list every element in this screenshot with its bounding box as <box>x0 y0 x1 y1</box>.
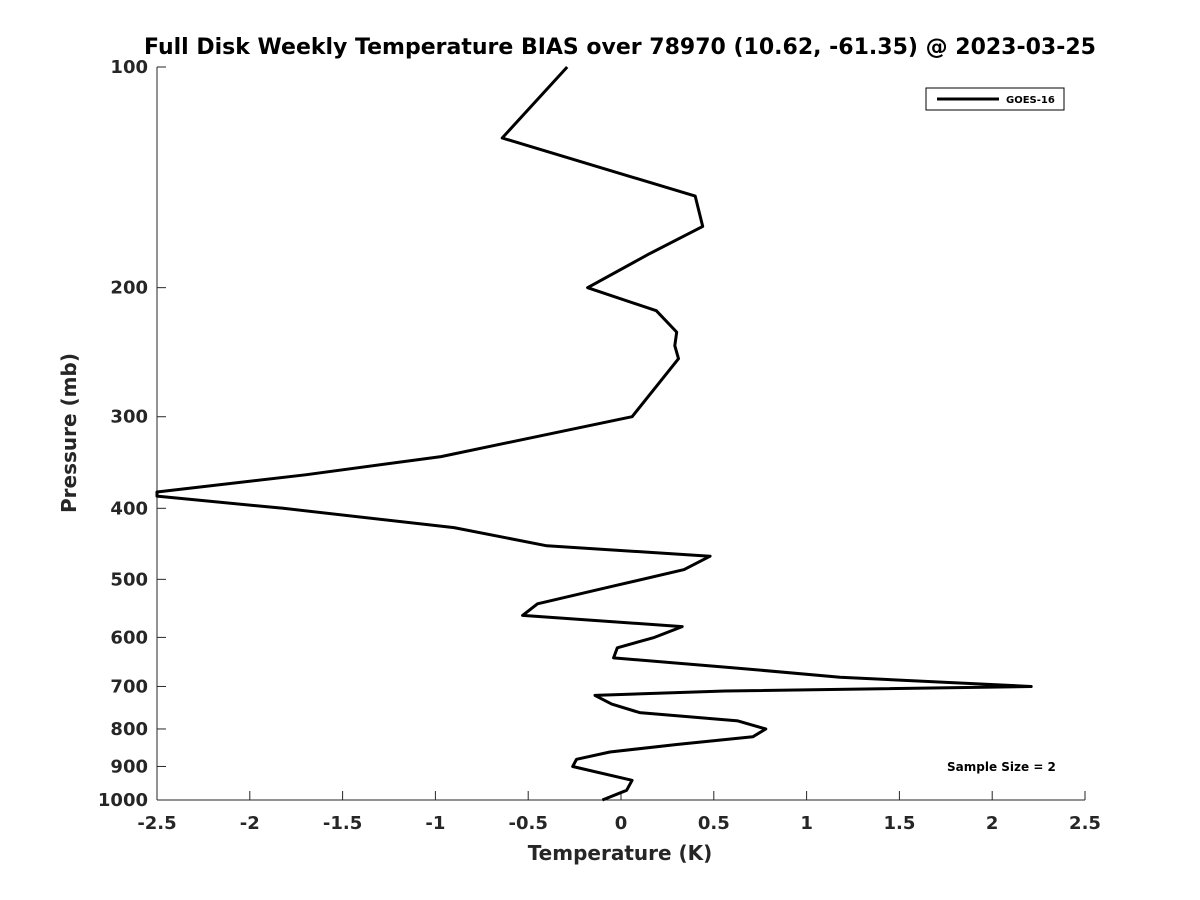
x-tick-label: 2 <box>986 813 999 834</box>
y-tick-label: 1000 <box>98 790 148 811</box>
y-tick-label: 500 <box>110 569 148 590</box>
x-tick-label: 0.5 <box>698 813 730 834</box>
y-tick-label: 600 <box>110 627 148 648</box>
x-tick-label: -1.5 <box>323 813 362 834</box>
y-tick-label: 400 <box>110 498 148 519</box>
x-tick-label: -2.5 <box>137 813 176 834</box>
y-tick-label: 700 <box>110 676 148 697</box>
x-tick-label: 1 <box>800 813 813 834</box>
axes <box>156 67 1085 801</box>
x-ticks: -2.5 -2 -1.5 -1 -0.5 0 0.5 1 1.5 2 2.5 <box>137 791 1101 834</box>
legend: GOES-16 <box>925 87 1065 111</box>
y-tick-label: 900 <box>110 756 148 777</box>
y-axis-label: Pressure (mb) <box>57 353 81 513</box>
chart-title: Full Disk Weekly Temperature BIAS over 7… <box>144 35 1096 60</box>
x-tick-label: -2 <box>240 813 260 834</box>
y-tick-label: 300 <box>110 407 148 428</box>
x-axis-label: Temperature (K) <box>528 841 713 865</box>
x-tick-label: 0 <box>615 813 628 834</box>
legend-label-goes-16: GOES-16 <box>1006 95 1055 106</box>
sample-size-annotation: Sample Size = 2 <box>947 760 1056 774</box>
x-tick-label: 2.5 <box>1069 813 1101 834</box>
y-tick-label: 200 <box>110 278 148 299</box>
x-tick-label: -1 <box>425 813 445 834</box>
y-ticks: 100 200 300 400 500 600 700 800 900 1000 <box>98 57 166 811</box>
series-line-goes-16 <box>155 65 1033 802</box>
x-tick-label: 1.5 <box>883 813 915 834</box>
y-tick-label: 100 <box>110 57 148 78</box>
y-tick-label: 800 <box>110 719 148 740</box>
x-tick-label: -0.5 <box>509 813 548 834</box>
